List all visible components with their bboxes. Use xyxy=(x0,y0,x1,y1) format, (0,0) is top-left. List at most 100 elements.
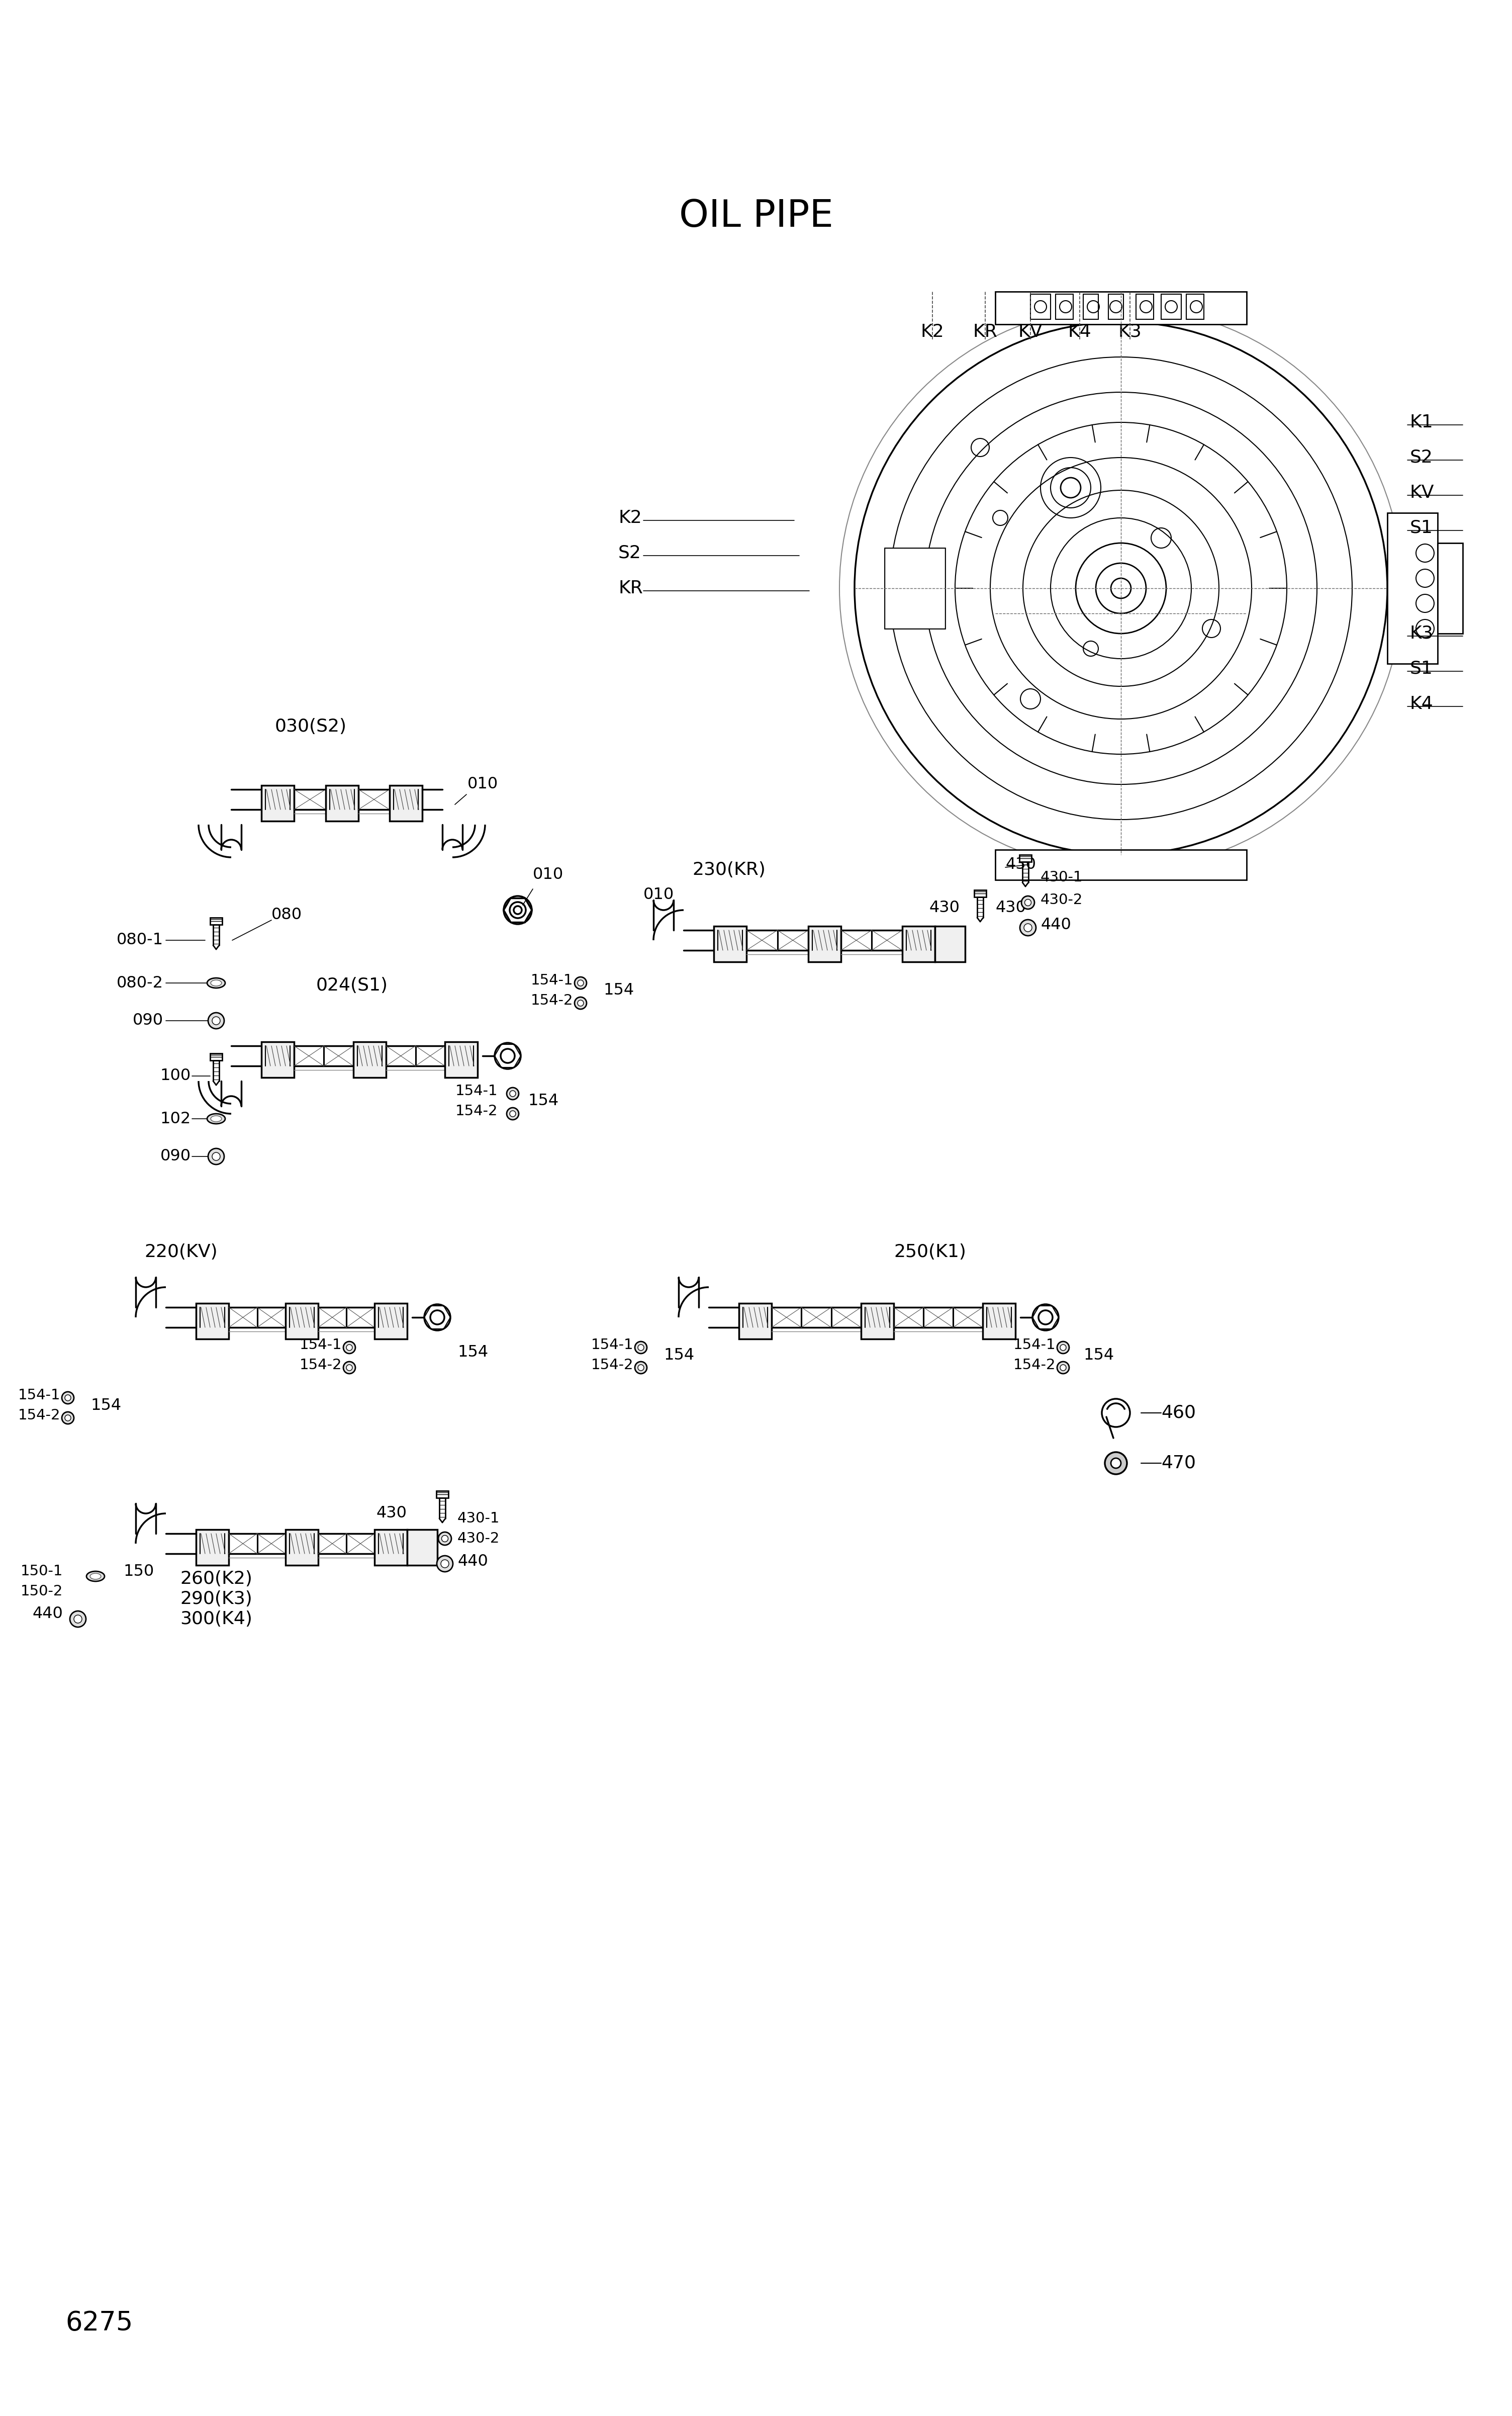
Bar xyxy=(262,785,293,821)
Text: 030(S2): 030(S2) xyxy=(275,718,346,734)
Text: 6275: 6275 xyxy=(65,2310,133,2336)
Text: K4: K4 xyxy=(1411,696,1433,713)
Text: 010: 010 xyxy=(532,867,564,882)
Circle shape xyxy=(431,1309,445,1324)
Text: 154-2: 154-2 xyxy=(299,1358,342,1372)
Circle shape xyxy=(514,906,522,913)
Text: 260(K2): 260(K2) xyxy=(180,1570,253,1587)
Text: 154-1: 154-1 xyxy=(455,1085,497,1099)
Text: 154: 154 xyxy=(664,1348,694,1363)
Text: 154: 154 xyxy=(528,1094,558,1109)
Circle shape xyxy=(343,1341,355,1353)
Text: 430-2: 430-2 xyxy=(458,1532,500,1546)
Circle shape xyxy=(503,896,532,925)
Bar xyxy=(375,1529,407,1566)
Text: 430-2: 430-2 xyxy=(1040,894,1083,906)
Bar xyxy=(1438,544,1462,633)
Bar xyxy=(903,925,934,962)
Circle shape xyxy=(1057,1341,1069,1353)
Circle shape xyxy=(575,976,587,988)
Circle shape xyxy=(442,1561,449,1568)
Circle shape xyxy=(1021,920,1036,935)
Bar xyxy=(1388,512,1438,664)
Text: 154-1: 154-1 xyxy=(299,1338,342,1353)
Bar xyxy=(983,1302,1016,1338)
Circle shape xyxy=(1060,1365,1066,1370)
Text: 440: 440 xyxy=(458,1553,488,1568)
Bar xyxy=(286,1302,318,1338)
Text: K2: K2 xyxy=(921,324,943,341)
Bar xyxy=(934,925,965,962)
Text: 154-2: 154-2 xyxy=(1013,1358,1055,1372)
Text: KV: KV xyxy=(1411,483,1435,500)
Circle shape xyxy=(575,998,587,1010)
Text: 250(K1): 250(K1) xyxy=(894,1244,966,1261)
Text: 430: 430 xyxy=(930,899,960,916)
Bar xyxy=(739,1302,771,1338)
Text: S2: S2 xyxy=(1411,449,1433,466)
Bar xyxy=(210,918,222,925)
Circle shape xyxy=(62,1411,74,1423)
Bar xyxy=(995,292,1246,324)
Bar xyxy=(375,1302,407,1338)
Bar xyxy=(1136,295,1154,319)
Text: KR: KR xyxy=(618,580,643,597)
Ellipse shape xyxy=(210,1116,222,1121)
Text: 430: 430 xyxy=(1005,858,1036,872)
Text: 154: 154 xyxy=(458,1346,488,1360)
Circle shape xyxy=(1060,1346,1066,1351)
Bar xyxy=(445,1041,478,1078)
Circle shape xyxy=(346,1346,352,1351)
Circle shape xyxy=(635,1341,647,1353)
Text: S1: S1 xyxy=(1411,660,1433,676)
Text: 290(K3): 290(K3) xyxy=(180,1590,253,1607)
Circle shape xyxy=(507,1087,519,1099)
Bar xyxy=(885,548,945,628)
Circle shape xyxy=(1024,923,1033,933)
Circle shape xyxy=(1033,1305,1058,1331)
Circle shape xyxy=(510,1090,516,1097)
Circle shape xyxy=(507,1107,519,1119)
Text: 100: 100 xyxy=(160,1068,191,1085)
Text: 154: 154 xyxy=(91,1396,121,1413)
Ellipse shape xyxy=(207,1114,225,1123)
Text: 154-2: 154-2 xyxy=(455,1104,497,1119)
Text: 080-1: 080-1 xyxy=(116,933,163,947)
Circle shape xyxy=(437,1556,454,1573)
Text: 010: 010 xyxy=(643,887,674,904)
Text: 430: 430 xyxy=(995,899,1027,916)
Text: 080-2: 080-2 xyxy=(116,976,163,991)
Circle shape xyxy=(65,1394,71,1401)
Text: 430-1: 430-1 xyxy=(458,1512,500,1524)
Text: 010: 010 xyxy=(467,776,499,792)
Text: 102: 102 xyxy=(160,1111,191,1126)
Bar xyxy=(437,1491,449,1498)
Bar xyxy=(1055,295,1074,319)
Circle shape xyxy=(70,1611,86,1626)
Bar xyxy=(809,925,841,962)
Text: 470: 470 xyxy=(1161,1454,1196,1471)
Circle shape xyxy=(212,1017,221,1024)
Bar xyxy=(407,1529,437,1566)
Text: 440: 440 xyxy=(32,1607,64,1621)
Circle shape xyxy=(638,1365,644,1370)
Bar xyxy=(197,1302,228,1338)
Text: K2: K2 xyxy=(618,510,641,527)
Circle shape xyxy=(1025,899,1031,906)
Text: 460: 460 xyxy=(1161,1404,1196,1421)
Bar xyxy=(210,1053,222,1061)
Text: 154: 154 xyxy=(603,983,634,998)
Circle shape xyxy=(635,1363,647,1375)
Text: KV: KV xyxy=(1018,324,1043,341)
Circle shape xyxy=(578,1000,584,1005)
Text: 150-2: 150-2 xyxy=(21,1585,64,1599)
Text: 430-1: 430-1 xyxy=(1040,870,1083,884)
Text: K4: K4 xyxy=(1067,324,1092,341)
Text: 154-2: 154-2 xyxy=(531,993,573,1007)
Circle shape xyxy=(500,1049,514,1063)
Bar xyxy=(714,925,747,962)
Text: 154-2: 154-2 xyxy=(18,1409,60,1423)
Text: 430: 430 xyxy=(376,1505,407,1522)
Bar xyxy=(1083,295,1098,319)
Bar xyxy=(286,1529,318,1566)
